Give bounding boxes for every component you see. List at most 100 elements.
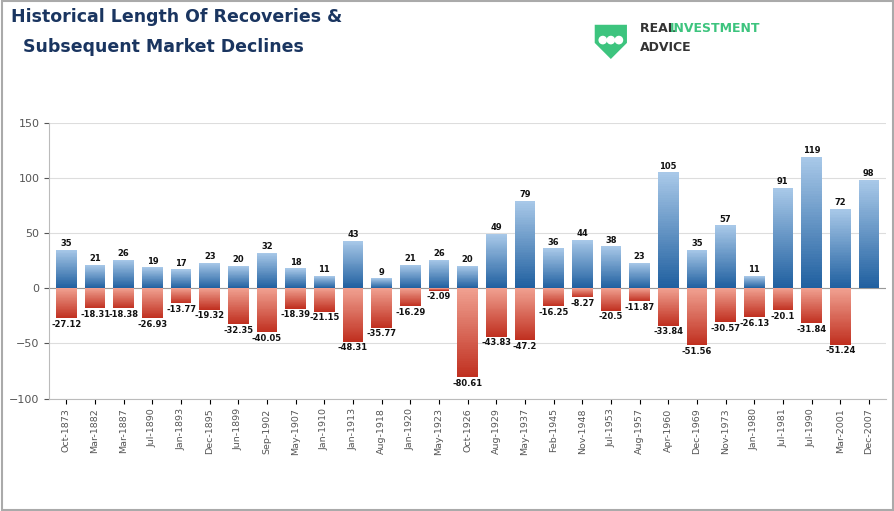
Bar [514,312,535,313]
Bar [657,226,678,228]
Bar [56,315,77,316]
Bar [600,261,620,262]
Bar [228,323,249,324]
Bar [457,340,477,341]
Bar [457,292,477,293]
Bar [800,254,821,257]
Bar [743,307,763,308]
Bar [543,258,563,259]
Bar [342,321,363,322]
Bar [56,286,77,287]
Bar [428,277,449,278]
Bar [857,258,878,260]
Bar [829,329,849,330]
Bar [829,295,849,296]
Bar [714,273,735,274]
Bar [686,310,706,311]
Text: 35: 35 [690,239,702,248]
Bar [543,250,563,251]
Bar [714,261,735,262]
Bar [514,307,535,308]
Bar [342,288,363,289]
Bar [228,320,249,321]
Bar [772,192,792,194]
Bar [514,264,535,266]
Bar [257,256,277,257]
Bar [600,282,620,283]
Bar [428,271,449,272]
Bar [257,294,277,295]
Bar [829,239,849,241]
Bar [857,180,878,182]
Bar [257,330,277,331]
Bar [800,298,821,299]
Text: 43: 43 [347,230,358,239]
Bar [829,229,849,231]
Bar [743,310,763,311]
Bar [829,271,849,272]
Bar [829,272,849,274]
Bar [485,281,506,282]
Bar [257,269,277,270]
Bar [371,290,392,291]
Bar [142,316,163,317]
Bar [829,233,849,234]
Bar [571,264,592,265]
Bar [600,266,620,267]
Bar [800,272,821,275]
Bar [514,318,535,319]
Bar [714,236,735,237]
Bar [571,267,592,268]
Text: 23: 23 [633,252,645,261]
Bar [600,270,620,271]
Bar [829,318,849,319]
Bar [142,296,163,297]
Bar [342,277,363,278]
Bar [829,221,849,223]
Bar [714,308,735,309]
Bar [371,327,392,328]
Bar [342,249,363,250]
Bar [342,331,363,332]
Bar [257,271,277,272]
Bar [571,270,592,271]
Bar [857,187,878,189]
Bar [228,290,249,291]
Bar [514,327,535,328]
Bar [714,277,735,278]
Bar [371,318,392,319]
Bar [257,260,277,261]
Bar [714,240,735,242]
Bar [600,274,620,275]
Text: -26.93: -26.93 [137,319,167,329]
Bar [571,278,592,280]
Bar [686,262,706,263]
Bar [371,310,392,311]
Bar [543,273,563,274]
Bar [257,270,277,271]
Bar [829,319,849,320]
Bar [686,268,706,269]
Bar [485,336,506,337]
Bar [743,290,763,291]
Bar [657,261,678,263]
Bar [257,287,277,288]
Bar [371,317,392,318]
Bar [485,258,506,259]
Bar [686,330,706,332]
Text: Historical Length Of Recoveries &: Historical Length Of Recoveries & [11,8,342,26]
Bar [428,278,449,279]
Bar [686,257,706,258]
Bar [342,286,363,287]
Bar [428,263,449,264]
Bar [56,262,77,263]
Bar [686,335,706,336]
Text: 57: 57 [719,215,730,224]
Bar [657,309,678,310]
Bar [514,296,535,297]
Bar [485,239,506,240]
Bar [571,249,592,250]
Bar [714,239,735,240]
Bar [228,311,249,312]
Bar [800,241,821,244]
